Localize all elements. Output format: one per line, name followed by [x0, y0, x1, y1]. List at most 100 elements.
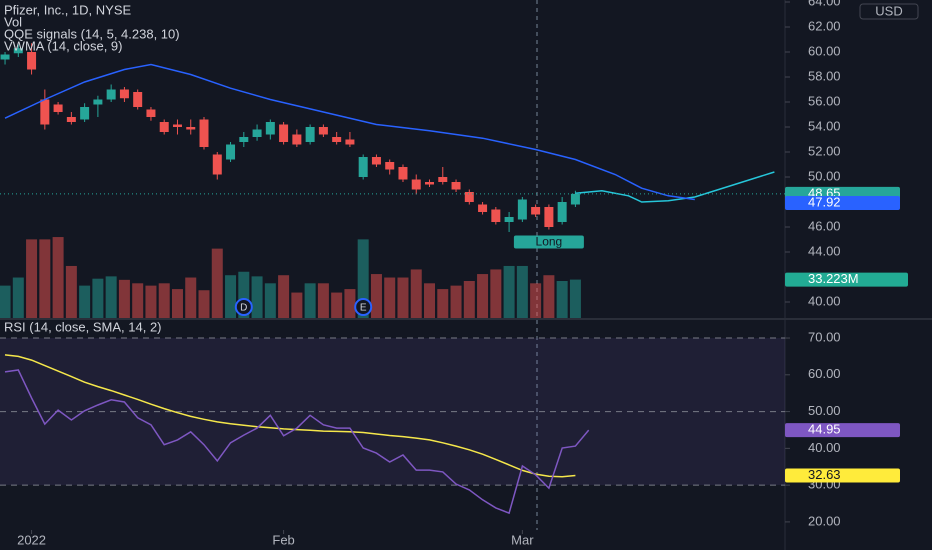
candle-body	[305, 127, 315, 142]
volume-bar	[437, 289, 449, 318]
rsi-line	[4, 369, 590, 515]
candle-body	[385, 162, 395, 170]
event-label: E	[360, 303, 367, 314]
candle-body	[544, 207, 554, 227]
candle-body	[252, 129, 262, 137]
x-tick-label: Mar	[511, 532, 534, 547]
volume-bar	[0, 285, 11, 318]
volume-bar	[105, 276, 117, 318]
candle-body	[345, 139, 355, 145]
y-tick-label: 62.00	[808, 18, 841, 33]
volume-bar	[344, 289, 356, 318]
currency-box[interactable]	[859, 3, 919, 20]
y-tick-label: 56.00	[808, 93, 841, 108]
volume-bar	[79, 285, 91, 318]
y-tick-label: 40.00	[808, 440, 841, 455]
currency[interactable]: USD	[875, 3, 902, 18]
volume-bar	[171, 289, 183, 318]
candle-body	[226, 144, 236, 160]
candle-body	[411, 179, 421, 190]
candle-body	[93, 99, 103, 105]
x-tick-label: Feb	[272, 532, 294, 547]
candle-body	[517, 199, 527, 220]
candle-body	[398, 167, 408, 180]
volume-bar	[357, 239, 369, 318]
volume-bar	[198, 290, 210, 318]
candle-body	[106, 89, 116, 100]
volume-bar	[264, 283, 276, 318]
plot: 40.00 44.00 46.00 50.00 52.00 54.00 56.00 58.00…	[0, 0, 908, 547]
volume-bar	[477, 274, 489, 318]
candle-body	[371, 157, 381, 165]
rsi-last-label: 44.95	[808, 422, 841, 437]
volume-bar	[384, 277, 396, 318]
symbol-title: Pfizer, Inc., 1D, NYSE	[4, 2, 131, 17]
y-tick-label: 60.00	[808, 366, 841, 381]
candle-body	[464, 192, 474, 202]
volume-bar	[530, 283, 542, 318]
y-tick-label: 58.00	[808, 68, 841, 83]
candle-body	[570, 193, 580, 205]
candle-body	[332, 137, 342, 142]
y-tick-label: 64.00	[808, 0, 841, 8]
y-tick-label: 46.00	[808, 218, 841, 233]
candle-body	[279, 124, 289, 142]
y-tick-label: 70.00	[808, 329, 841, 344]
volume-bar	[424, 283, 436, 318]
y-tick-label: 54.00	[808, 118, 841, 133]
y-tick-label: 50.00	[808, 403, 841, 418]
candle-body	[119, 89, 129, 99]
volume-bar	[317, 283, 329, 318]
volume-bar	[65, 265, 77, 318]
price-marker-label-box	[785, 196, 900, 210]
volume-bar	[410, 269, 422, 318]
candle-body	[53, 104, 63, 112]
candle-body	[133, 92, 143, 107]
candle-body	[265, 122, 275, 135]
event-label: D	[240, 303, 247, 314]
candle-body	[504, 217, 514, 222]
candle-body	[292, 134, 302, 145]
volume-bar	[238, 271, 250, 318]
indicator-line	[4, 63, 695, 201]
y-tick-label: 60.00	[808, 43, 841, 58]
rsi-band	[0, 338, 785, 486]
volume-bar	[185, 277, 197, 318]
volume-bar	[26, 239, 38, 318]
candle-body	[438, 177, 448, 182]
volume-last-label: 33.223M	[808, 271, 859, 286]
candle-body	[199, 119, 209, 147]
candle-body	[212, 154, 222, 175]
event-marker	[354, 298, 373, 316]
candle-body	[318, 127, 328, 135]
candle-body	[13, 48, 23, 54]
candle-body	[186, 127, 196, 130]
volume-bar	[145, 285, 157, 318]
volume-bar	[92, 278, 104, 318]
rsi-last-label-box	[785, 423, 900, 438]
candle-body	[172, 124, 182, 127]
signal-box	[513, 235, 584, 249]
candle-body	[239, 137, 249, 142]
candle-body	[146, 109, 156, 117]
candle-body	[478, 204, 488, 212]
volume-bar	[556, 280, 568, 318]
candle-body	[80, 107, 90, 120]
rsi-last-label: 32.63	[808, 467, 841, 482]
indicator-line	[575, 171, 775, 203]
volume-bar	[331, 292, 343, 318]
y-tick-label: 44.00	[808, 243, 841, 258]
volume-bar	[490, 269, 502, 318]
y-tick-label: 20.00	[808, 513, 841, 528]
volume-bar	[52, 237, 64, 318]
volume-bar	[251, 276, 263, 318]
volume-bar	[291, 292, 303, 318]
candle-body	[159, 122, 169, 132]
candle-body	[557, 202, 567, 222]
legend-volume: Vol	[4, 14, 22, 29]
legend-rsi: RSI (14, close, SMA, 14, 2)	[4, 319, 162, 334]
signal-label: Long	[536, 235, 563, 249]
legend-vwma: VWMA (14, close, 9)	[4, 38, 122, 53]
